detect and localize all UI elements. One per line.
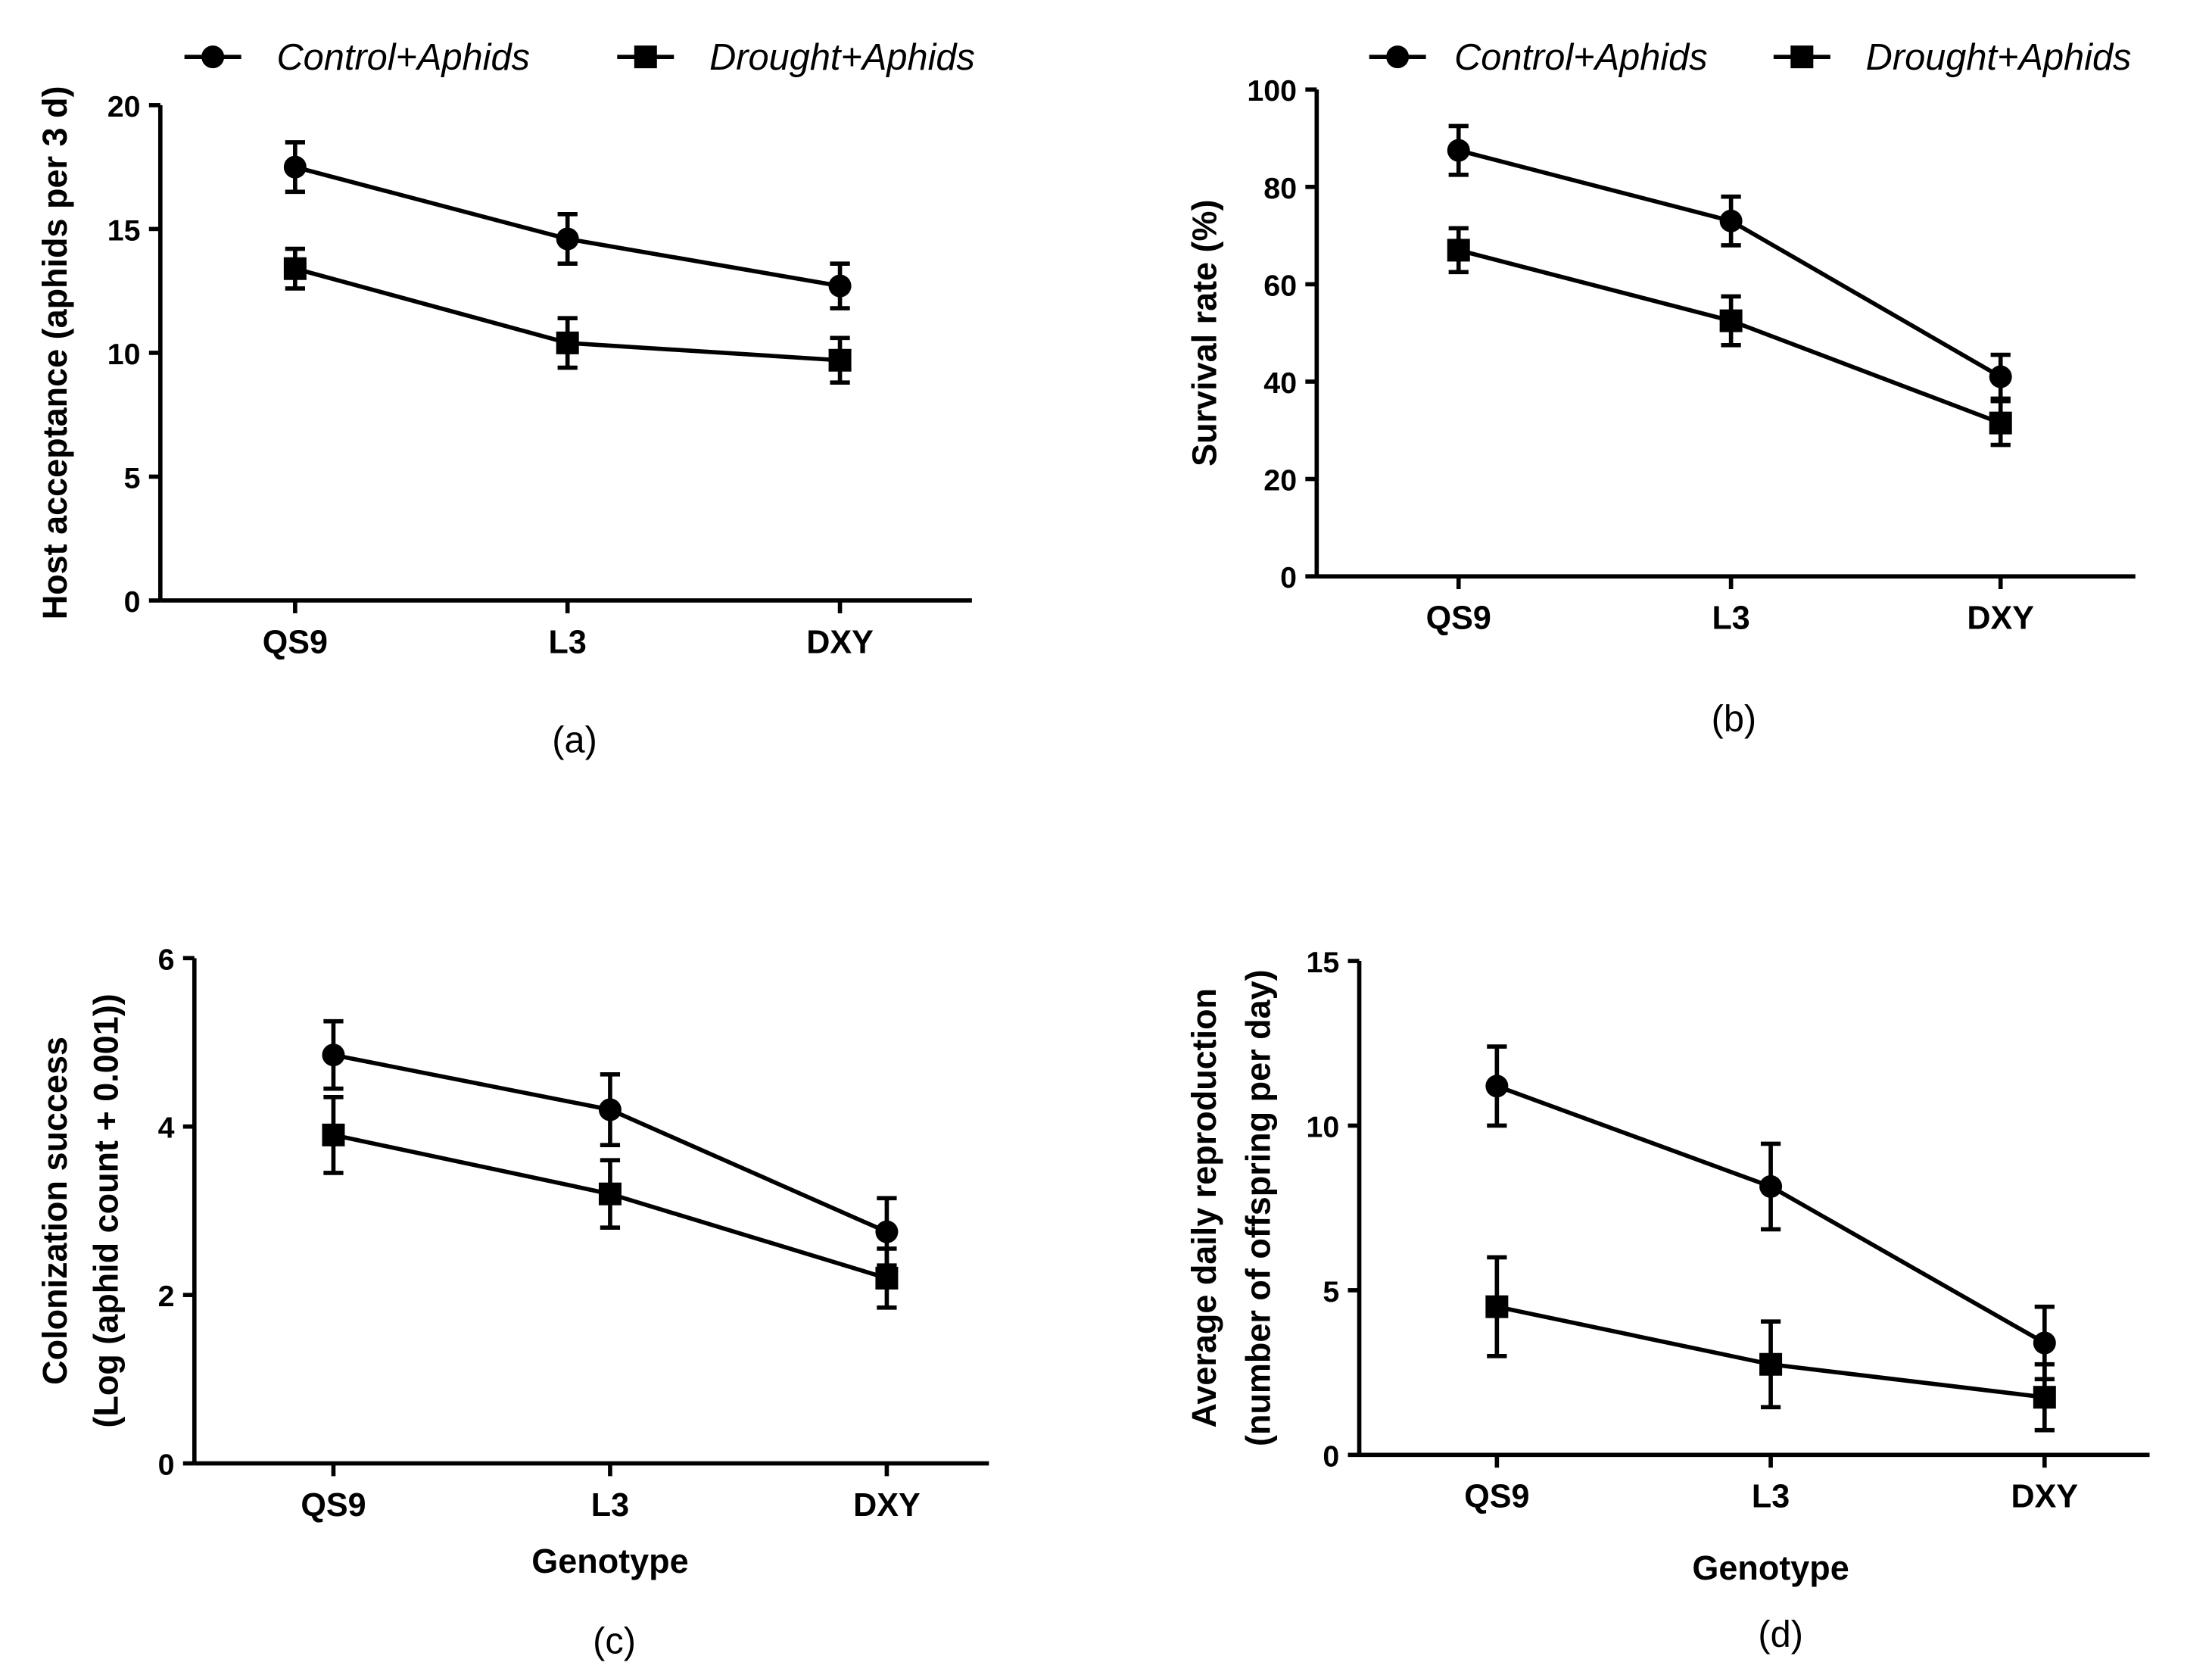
data-point: [598, 1182, 622, 1206]
data-point: [2033, 1386, 2056, 1409]
data-point: [1719, 209, 1743, 232]
y-axis-label: (number of offspring per day): [1238, 969, 1277, 1446]
y-axis-label: Average daily reproduction: [1185, 988, 1223, 1428]
data-point: [1485, 1295, 1509, 1318]
data-point: [875, 1220, 899, 1243]
chart-panel-c: 0 2 4 6 QS9 L3 DXY Colonization success (Log (ap…: [36, 943, 989, 1662]
x-axis-label: Genotype: [1692, 1549, 1849, 1587]
data-point: [875, 1266, 899, 1290]
y-tick-label: 15: [107, 214, 141, 247]
series-control-aphids: [1485, 1044, 2056, 1382]
legend-label: Control+Aphids: [1454, 37, 1707, 78]
data-point: [283, 257, 307, 280]
series-control-aphids: [322, 1018, 899, 1268]
data-point: [283, 155, 307, 179]
data-point: [556, 331, 579, 354]
data-point: [598, 1098, 622, 1121]
data-point: [1719, 309, 1743, 332]
series-drought-aphids: [283, 246, 852, 385]
data-point: [1759, 1174, 1783, 1198]
x-tick-label: DXY: [1967, 600, 2034, 636]
y-tick-label: 6: [158, 943, 175, 976]
data-point: [556, 227, 579, 251]
y-tick-label: 5: [124, 461, 141, 494]
x-tick-label: QS9: [1464, 1479, 1529, 1515]
y-tick-label: 2: [158, 1280, 175, 1313]
y-tick-label: 60: [1263, 269, 1297, 302]
chart-panel-a: 0 5 10 15 20 QS9 L3 DXY Host acceptance (aphids …: [36, 37, 975, 761]
x-tick-label: QS9: [301, 1487, 366, 1524]
x-tick-label: L3: [591, 1487, 629, 1524]
x-tick-label: L3: [1752, 1479, 1790, 1515]
x-tick-label: QS9: [263, 624, 328, 660]
data-point: [1485, 1075, 1509, 1098]
series-control-aphids: [1447, 123, 2012, 401]
data-point: [828, 348, 852, 372]
x-tick-label: QS9: [1426, 600, 1491, 636]
data-point: [1759, 1352, 1783, 1376]
data-point: [828, 274, 852, 298]
data-point: [1447, 239, 1470, 262]
data-point: [322, 1043, 345, 1067]
y-tick-label: 40: [1263, 367, 1297, 400]
data-point: [2033, 1331, 2056, 1355]
legend-label: Drought+Aphids: [1866, 37, 2132, 78]
y-tick-label: 0: [1323, 1440, 1339, 1473]
legend-item: Drought+Aphids: [617, 37, 975, 78]
legend-label: Control+Aphids: [276, 37, 529, 78]
panel-caption: (b): [1712, 698, 1757, 739]
y-tick-label: 0: [1280, 561, 1297, 594]
panel-caption: (c): [593, 1621, 636, 1662]
legend-item: Drought+Aphids: [1773, 37, 2132, 78]
y-axis-label: Survival rate (%): [1185, 199, 1223, 466]
data-point: [1989, 365, 2012, 388]
y-tick-label: 10: [1307, 1110, 1340, 1143]
y-tick-label: 0: [158, 1449, 175, 1482]
x-tick-label: DXY: [2011, 1479, 2079, 1515]
y-tick-label: 80: [1263, 172, 1297, 205]
y-tick-label: 5: [1323, 1275, 1339, 1308]
y-tick-label: 20: [1263, 464, 1297, 498]
series-drought-aphids: [1447, 226, 2012, 448]
y-tick-label: 10: [107, 338, 141, 371]
x-tick-label: DXY: [806, 624, 874, 660]
y-tick-label: 100: [1247, 74, 1297, 108]
x-tick-label: DXY: [853, 1487, 921, 1524]
data-point: [1447, 139, 1470, 162]
legend-marker: [1790, 45, 1814, 69]
legend-marker: [634, 45, 657, 69]
x-tick-label: L3: [1712, 600, 1749, 636]
legend-marker: [201, 45, 225, 69]
y-axis-label: Colonization success: [36, 1037, 74, 1385]
data-point: [1989, 411, 2012, 435]
chart-panel-d: 0 5 10 15 QS9 L3 DXY Average daily reproduction…: [1185, 946, 2150, 1655]
y-tick-label: 15: [1307, 946, 1340, 979]
y-axis-label: (Log (aphid count + 0.001)): [87, 993, 126, 1427]
legend-marker: [1386, 45, 1410, 69]
x-axis-label: Genotype: [531, 1542, 688, 1580]
panel-caption: (d): [1758, 1614, 1803, 1655]
y-tick-label: 20: [107, 90, 141, 123]
y-axis-label: Host acceptance (aphids per 3 d): [36, 86, 74, 620]
legend-item: Control+Aphids: [184, 37, 530, 78]
y-tick-label: 4: [158, 1112, 175, 1145]
legend-item: Control+Aphids: [1369, 37, 1708, 78]
data-point: [322, 1123, 345, 1146]
series-control-aphids: [283, 140, 852, 310]
x-tick-label: L3: [549, 624, 587, 660]
panel-caption: (a): [552, 720, 597, 761]
chart-panel-b: 0 20 40 60 80 100 QS9 L3 DXY Survival rate (%) (b)…: [1185, 37, 2136, 739]
legend-label: Drought+Aphids: [709, 37, 975, 78]
y-tick-label: 0: [124, 585, 141, 619]
series-drought-aphids: [1485, 1255, 2056, 1433]
series-drought-aphids: [322, 1094, 899, 1310]
